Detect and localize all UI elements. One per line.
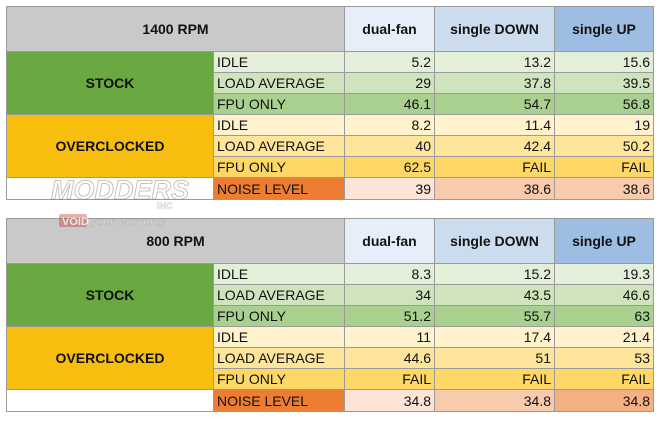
row-label: IDLE <box>213 114 345 136</box>
overclocked-group-label: OVERCLOCKED <box>6 326 214 390</box>
data-cell: 34 <box>344 284 435 306</box>
noise-cell: 38.6 <box>554 177 654 200</box>
data-cell: 53 <box>554 347 654 369</box>
data-cell: 29 <box>344 72 435 94</box>
noise-cell: 34.8 <box>344 389 435 412</box>
data-cell: 43.5 <box>434 284 555 306</box>
data-cell: 37.8 <box>434 72 555 94</box>
table-row: OVERCLOCKED IDLE 11 17.4 21.4 <box>6 326 654 390</box>
gap-cell <box>344 199 435 219</box>
row-label: FPU ONLY <box>213 156 345 178</box>
section-gap <box>6 199 654 219</box>
row-label: LOAD AVERAGE <box>213 347 345 369</box>
section-title: 800 RPM <box>6 218 345 264</box>
row-label: LOAD AVERAGE <box>213 72 345 94</box>
table-row: LOAD AVERAGE 29 37.8 39.5 <box>7 72 654 94</box>
data-cell: 56.8 <box>554 93 654 115</box>
overclocked-group-label: OVERCLOCKED <box>6 114 214 178</box>
table-row: OVERCLOCKED IDLE 8.2 11.4 19 <box>6 114 654 178</box>
table-row: FPU ONLY FAIL FAIL FAIL <box>7 368 654 390</box>
row-label: LOAD AVERAGE <box>213 284 345 306</box>
section-header-row: 800 RPM dual-fan single DOWN single UP <box>6 218 654 264</box>
noise-cell: 39 <box>344 177 435 200</box>
table-row: STOCK IDLE 8.3 15.2 19.3 <box>6 263 654 327</box>
section-header-row: 1400 RPM dual-fan single DOWN single UP <box>6 6 654 52</box>
data-cell: FAIL <box>554 156 654 178</box>
data-cell: 19.3 <box>554 263 654 285</box>
data-cell: 17.4 <box>434 326 555 348</box>
noise-row: NOISE LEVEL 34.8 34.8 34.8 <box>6 389 654 412</box>
column-header: dual-fan <box>344 218 435 264</box>
data-cell: 51 <box>434 347 555 369</box>
data-cell: FAIL <box>434 368 555 390</box>
gap-cell <box>554 199 654 219</box>
row-label: IDLE <box>213 51 345 73</box>
noise-cell: 34.8 <box>554 389 654 412</box>
column-header: dual-fan <box>344 6 435 52</box>
data-cell: FAIL <box>554 368 654 390</box>
table-row: LOAD AVERAGE 44.6 51 53 <box>7 347 654 369</box>
data-cell: 8.3 <box>344 263 435 285</box>
data-cell: FAIL <box>434 156 555 178</box>
stock-group-label: STOCK <box>6 51 214 115</box>
data-cell: 39.5 <box>554 72 654 94</box>
table-row: STOCK IDLE 5.2 13.2 15.6 <box>6 51 654 115</box>
column-header: single UP <box>554 6 654 52</box>
row-label: FPU ONLY <box>213 93 345 115</box>
data-cell: 44.6 <box>344 347 435 369</box>
data-cell: 15.6 <box>554 51 654 73</box>
data-cell: 5.2 <box>344 51 435 73</box>
row-label: FPU ONLY <box>213 368 345 390</box>
section-title: 1400 RPM <box>6 6 345 52</box>
data-cell: 51.2 <box>344 305 435 327</box>
blank-cell <box>6 177 214 200</box>
blank-cell <box>6 389 214 412</box>
row-label: IDLE <box>213 326 345 348</box>
data-cell: 11 <box>344 326 435 348</box>
column-header: single DOWN <box>434 6 555 52</box>
data-cell: 46.1 <box>344 93 435 115</box>
data-cell: 46.6 <box>554 284 654 306</box>
row-label: LOAD AVERAGE <box>213 135 345 157</box>
gap-cell <box>6 199 214 219</box>
data-cell: 63 <box>554 305 654 327</box>
noise-row: NOISE LEVEL 39 38.6 38.6 <box>6 177 654 200</box>
row-label: IDLE <box>213 263 345 285</box>
data-cell: 40 <box>344 135 435 157</box>
noise-cell: 34.8 <box>434 389 555 412</box>
data-cell: 13.2 <box>434 51 555 73</box>
data-cell: 50.2 <box>554 135 654 157</box>
table-row: FPU ONLY 62.5 FAIL FAIL <box>7 156 654 178</box>
data-cell: FAIL <box>344 368 435 390</box>
data-cell: 21.4 <box>554 326 654 348</box>
noise-label: NOISE LEVEL <box>213 177 345 200</box>
row-label: FPU ONLY <box>213 305 345 327</box>
data-cell: 19 <box>554 114 654 136</box>
data-cell: 11.4 <box>434 114 555 136</box>
table-row: FPU ONLY 51.2 55.7 63 <box>7 305 654 327</box>
noise-label: NOISE LEVEL <box>213 389 345 412</box>
gap-cell <box>434 199 555 219</box>
stock-group-label: STOCK <box>6 263 214 327</box>
noise-cell: 38.6 <box>434 177 555 200</box>
data-cell: 54.7 <box>434 93 555 115</box>
table-row: LOAD AVERAGE 40 42.4 50.2 <box>7 135 654 157</box>
data-cell: 62.5 <box>344 156 435 178</box>
data-cell: 55.7 <box>434 305 555 327</box>
results-table: 1400 RPM dual-fan single DOWN single UP STOC… <box>6 6 654 412</box>
column-header: single DOWN <box>434 218 555 264</box>
data-cell: 42.4 <box>434 135 555 157</box>
data-cell: 15.2 <box>434 263 555 285</box>
table-row: LOAD AVERAGE 34 43.5 46.6 <box>7 284 654 306</box>
data-cell: 8.2 <box>344 114 435 136</box>
column-header: single UP <box>554 218 654 264</box>
gap-cell <box>213 199 345 219</box>
